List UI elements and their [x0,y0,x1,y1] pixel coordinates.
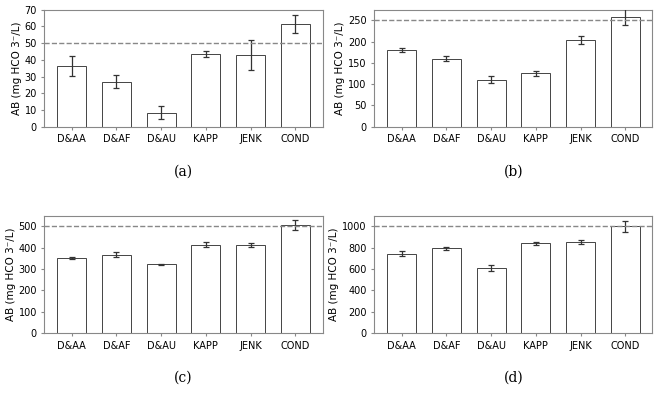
Y-axis label: AB (mg HCO 3⁻/L): AB (mg HCO 3⁻/L) [336,21,345,115]
Y-axis label: AB (mg HCO 3⁻/L): AB (mg HCO 3⁻/L) [12,21,22,115]
Y-axis label: AB (mg HCO 3⁻/L): AB (mg HCO 3⁻/L) [330,227,340,321]
Bar [432,59,461,127]
Bar [387,254,416,333]
Text: (d): (d) [503,370,523,384]
Bar [147,112,176,127]
Bar [521,243,550,333]
Bar [521,73,550,127]
Bar [57,66,86,127]
Text: (a): (a) [174,164,193,178]
Bar [57,258,86,333]
Bar [102,254,131,333]
Bar [281,24,310,127]
Bar [387,50,416,127]
Bar [566,242,595,333]
Bar [236,245,265,333]
Bar [147,264,176,333]
Bar [236,55,265,127]
Bar [476,268,505,333]
Bar [611,226,640,333]
Text: (b): (b) [503,164,523,178]
Bar [102,81,131,127]
Bar [476,80,505,127]
Bar [432,248,461,333]
Bar [281,225,310,333]
Text: (c): (c) [174,370,193,384]
Y-axis label: AB (mg HCO 3⁻/L): AB (mg HCO 3⁻/L) [5,227,16,321]
Bar [191,54,220,127]
Bar [191,245,220,333]
Bar [566,40,595,127]
Bar [611,17,640,127]
